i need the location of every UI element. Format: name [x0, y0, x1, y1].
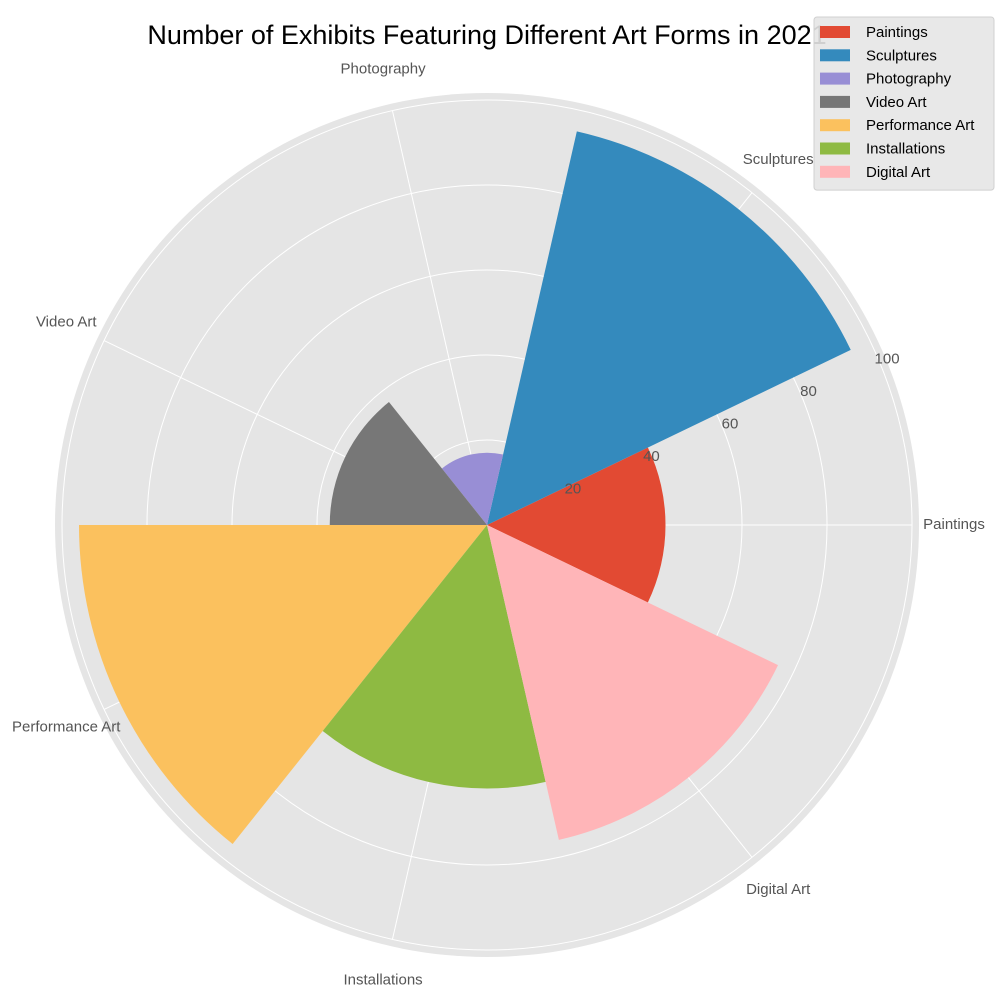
- category-label-installations: Installations: [343, 971, 422, 988]
- wedge-performance-art: [79, 525, 487, 844]
- category-labels: Paintings Sculptures Photography Video Art P…: [12, 61, 985, 989]
- radial-tick-60: 60: [722, 415, 739, 432]
- category-label-paintings: Paintings: [923, 516, 985, 533]
- legend-label-photography: Photography: [866, 71, 952, 88]
- category-label-photography: Photography: [341, 61, 427, 78]
- legend-box: [813, 16, 995, 191]
- category-label-performance-art: Performance Art: [12, 719, 121, 736]
- legend-label-digital-art: Digital Art: [866, 164, 931, 181]
- legend-swatch-video-art: [820, 95, 850, 108]
- legend-swatch-digital-art: [820, 165, 850, 178]
- category-label-digital-art: Digital Art: [746, 881, 811, 898]
- legend: Paintings Sculptures Photography Video Art P…: [813, 16, 995, 191]
- legend-label-installations: Installations: [866, 141, 945, 158]
- wedge-paintings: [487, 447, 666, 603]
- wedge-sculptures: [487, 131, 851, 525]
- radial-tick-labels: 20 40 60 80 100: [565, 350, 900, 497]
- legend-label-sculptures: Sculptures: [866, 47, 937, 64]
- chart-title: Number of Exhibits Featuring Different A…: [147, 20, 826, 50]
- legend-label-paintings: Paintings: [866, 24, 928, 41]
- wedge-photography: [441, 452, 504, 525]
- wedge-installations: [322, 525, 546, 789]
- chart-wedges: [79, 131, 851, 844]
- legend-label-video-art: Video Art: [866, 94, 927, 111]
- wedge-digital-art: [487, 525, 779, 840]
- radial-tick-100: 100: [875, 350, 900, 367]
- legend-swatch-performance-art: [820, 119, 850, 132]
- legend-swatch-sculptures: [820, 49, 850, 62]
- legend-swatch-paintings: [820, 26, 850, 38]
- wedge-video-art: [329, 402, 487, 525]
- legend-swatch-photography: [820, 72, 850, 85]
- radial-tick-20: 20: [565, 480, 582, 497]
- category-label-sculptures: Sculptures: [743, 151, 814, 168]
- radial-tick-80: 80: [800, 383, 817, 400]
- legend-swatch-installations: [820, 142, 850, 155]
- legend-label-performance-art: Performance Art: [866, 117, 975, 134]
- category-label-video-art: Video Art: [36, 313, 97, 330]
- radial-tick-40: 40: [643, 448, 660, 465]
